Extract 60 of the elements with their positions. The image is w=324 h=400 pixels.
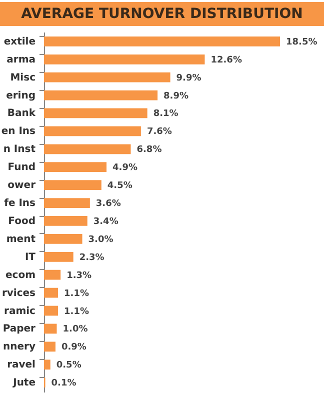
bar [44, 36, 280, 46]
y-tick-label: n Inst [3, 144, 36, 156]
data-label: 0.1% [51, 378, 76, 389]
y-tick-label: ment [6, 234, 36, 245]
bar [44, 360, 50, 370]
data-label: 4.5% [107, 181, 132, 192]
data-label: 0.9% [61, 342, 86, 353]
y-tick-label: ecom [6, 270, 36, 281]
data-label: 3.0% [88, 234, 114, 245]
bar [44, 198, 90, 208]
y-tick-label: ravel [7, 360, 36, 371]
y-tick-label: rvices [2, 288, 36, 299]
y-tick-label: fe Ins [4, 198, 36, 210]
data-label: 1.3% [66, 270, 92, 281]
bar [44, 108, 148, 118]
y-tick-label: Misc [10, 72, 36, 84]
data-label: 12.6% [210, 55, 242, 66]
y-tick-label: arma [6, 54, 36, 66]
data-label: 7.6% [146, 127, 172, 138]
y-tick-label: Bank [7, 108, 36, 120]
bar [44, 306, 58, 316]
bar [44, 342, 56, 352]
bar [44, 126, 141, 136]
bar [44, 144, 131, 154]
y-tick-label: Fund [8, 162, 36, 174]
y-tick-label: Paper [2, 324, 36, 335]
y-tick-label: Food [8, 216, 36, 227]
bar [44, 216, 88, 226]
data-label: 1.1% [64, 288, 89, 299]
data-label: 8.1% [153, 109, 178, 120]
bar [44, 72, 170, 82]
bar [44, 288, 58, 298]
data-label: 18.5% [286, 37, 318, 48]
y-tick-label: IT [24, 252, 36, 263]
y-tick-label: nnery [3, 342, 36, 353]
y-tick-label: extile [4, 36, 36, 48]
bar [44, 162, 107, 172]
y-tick-label: ering [6, 90, 36, 102]
y-tick-label: ramic [4, 306, 36, 317]
y-tick-label: Jute [12, 378, 36, 389]
bar [44, 180, 102, 190]
data-label: 1.1% [64, 306, 89, 317]
bar [44, 324, 57, 334]
data-label: 3.4% [93, 216, 118, 227]
data-label: 4.9% [112, 163, 138, 174]
data-label: 0.5% [56, 360, 82, 371]
bar [44, 54, 205, 64]
y-tick-label: en Ins [1, 126, 36, 138]
bar [44, 270, 61, 280]
chart-title: AVERAGE TURNOVER DISTRIBUTION [0, 2, 324, 26]
bar [44, 234, 82, 244]
bar [44, 90, 158, 100]
data-label: 3.6% [96, 199, 121, 210]
data-label: 6.8% [136, 145, 162, 156]
y-tick-label: ower [8, 180, 36, 192]
data-label: 9.9% [176, 73, 202, 84]
data-label: 1.0% [62, 324, 88, 335]
data-label: 2.3% [79, 252, 104, 263]
data-label: 8.9% [164, 91, 189, 102]
bar [44, 252, 74, 262]
